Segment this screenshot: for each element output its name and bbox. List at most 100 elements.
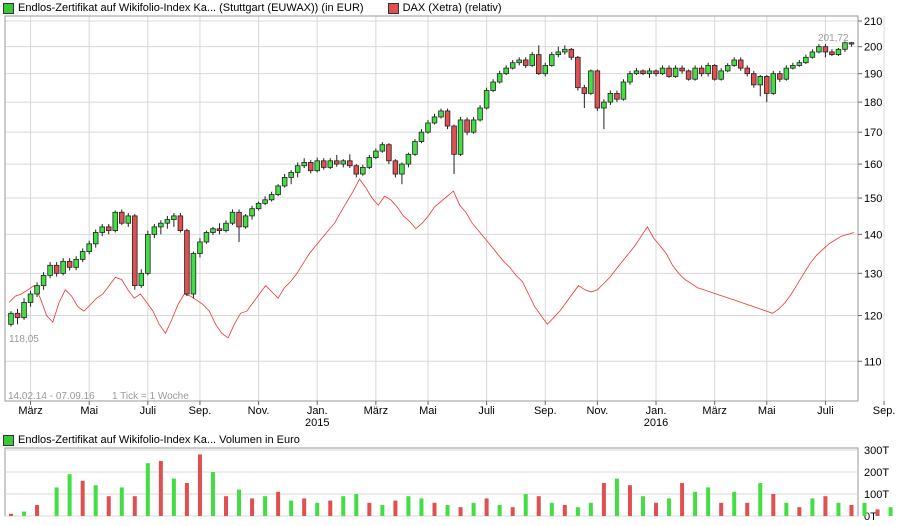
volume-bar [601, 483, 606, 516]
candle-body [822, 46, 829, 53]
candle-body [614, 93, 620, 100]
candle-body [301, 162, 307, 167]
y-tick-label: 150 [864, 193, 882, 205]
volume-bar [849, 505, 854, 516]
candle-body [477, 107, 483, 121]
x-tick-label: Sep. [873, 405, 896, 417]
candle-body [86, 243, 92, 252]
candle-body [842, 42, 848, 50]
candle-body [751, 73, 757, 86]
candle-body [588, 70, 594, 94]
candle-body [405, 153, 412, 165]
candle-body [105, 226, 112, 232]
candle-body [281, 177, 288, 187]
volume-bar [22, 511, 27, 516]
candle-body [197, 241, 203, 254]
y-tick-label: 160 [864, 159, 882, 171]
candle-body [99, 226, 105, 233]
candle-body [8, 312, 14, 325]
volume-bar [406, 496, 411, 516]
min-value-label: 118,05 [9, 334, 39, 345]
volume-bar [497, 505, 502, 516]
legend-label-dax: DAX (Xetra) (relativ) [402, 2, 502, 14]
candle-body [536, 54, 542, 75]
candle-body [581, 87, 588, 94]
volume-bar [158, 461, 163, 516]
volume-bar [484, 498, 489, 516]
candle-body [457, 119, 464, 155]
candle-body [360, 166, 366, 175]
volume-bar [328, 500, 333, 516]
candle-body [112, 211, 118, 232]
candle-body [242, 215, 249, 228]
candle-body [509, 62, 516, 69]
volume-bar [380, 505, 385, 516]
candle-body [399, 163, 405, 175]
volume-bar [627, 485, 632, 516]
candle-body [542, 65, 549, 75]
candle-body [503, 67, 509, 75]
candle-body [92, 232, 99, 245]
candle-body [796, 62, 803, 66]
volume-bar [145, 463, 150, 516]
candle-body [314, 160, 320, 172]
volume-bar [184, 483, 189, 516]
candle-body [659, 67, 666, 75]
date-range-text: 14.02.14 - 07.09.16 [8, 391, 95, 402]
candle-body [21, 302, 27, 319]
volume-bar [588, 502, 593, 516]
candle-body [53, 264, 60, 274]
candle-body [496, 73, 503, 83]
volume-axis-label: 100T [864, 489, 889, 501]
candle-body [438, 110, 444, 118]
volume-bar [888, 507, 893, 516]
dax-line [8, 178, 855, 339]
legend-swatch-red [387, 2, 399, 14]
volume-axis-label: 200T [864, 467, 889, 479]
candle-body [718, 70, 724, 80]
volume-bar [614, 478, 619, 516]
volume-bar [810, 498, 815, 516]
candle-body [770, 73, 777, 94]
volume-bar [471, 502, 476, 516]
plot-frame [4, 15, 859, 402]
candle-body [575, 56, 581, 89]
volume-bar [549, 502, 554, 516]
candles [8, 41, 855, 327]
volume-bar [67, 474, 72, 516]
candle-body [151, 226, 158, 235]
volume-bar [771, 494, 776, 516]
volume-bar [119, 487, 124, 516]
y-tick-label: 190 [864, 69, 882, 81]
candle-body [607, 93, 614, 103]
tick-note-text: 1 Tick = 1 Woche [112, 391, 189, 402]
y-tick-label: 130 [864, 268, 882, 280]
volume-bar [823, 496, 828, 516]
candle-body [119, 211, 125, 224]
volume-bar [93, 485, 98, 516]
candle-body [692, 67, 698, 80]
volume-bar [836, 502, 841, 516]
legend-label-certificate: Endlos-Zertifikat auf Wikifolio-Index Ka… [18, 2, 364, 14]
volume-bar [862, 502, 867, 516]
candle-body [425, 122, 431, 133]
volume-bar [706, 487, 711, 516]
candle-body [848, 42, 855, 45]
volume-bar [732, 491, 737, 516]
candle-body [379, 144, 386, 152]
candle-body [777, 73, 783, 80]
candle-body [698, 67, 705, 75]
candle-body [640, 70, 646, 75]
candle-body [229, 211, 236, 224]
volume-bar [784, 502, 789, 516]
candle-body [594, 70, 601, 109]
x-tick-label: Juli [478, 405, 495, 417]
candle-body [835, 48, 842, 56]
candle-body [418, 131, 425, 142]
volume-bar [341, 496, 346, 516]
candle-body [464, 119, 470, 133]
volume-bar [875, 509, 880, 516]
candle-body [562, 48, 568, 53]
volume-bar [106, 496, 111, 516]
candle-body [731, 59, 737, 66]
